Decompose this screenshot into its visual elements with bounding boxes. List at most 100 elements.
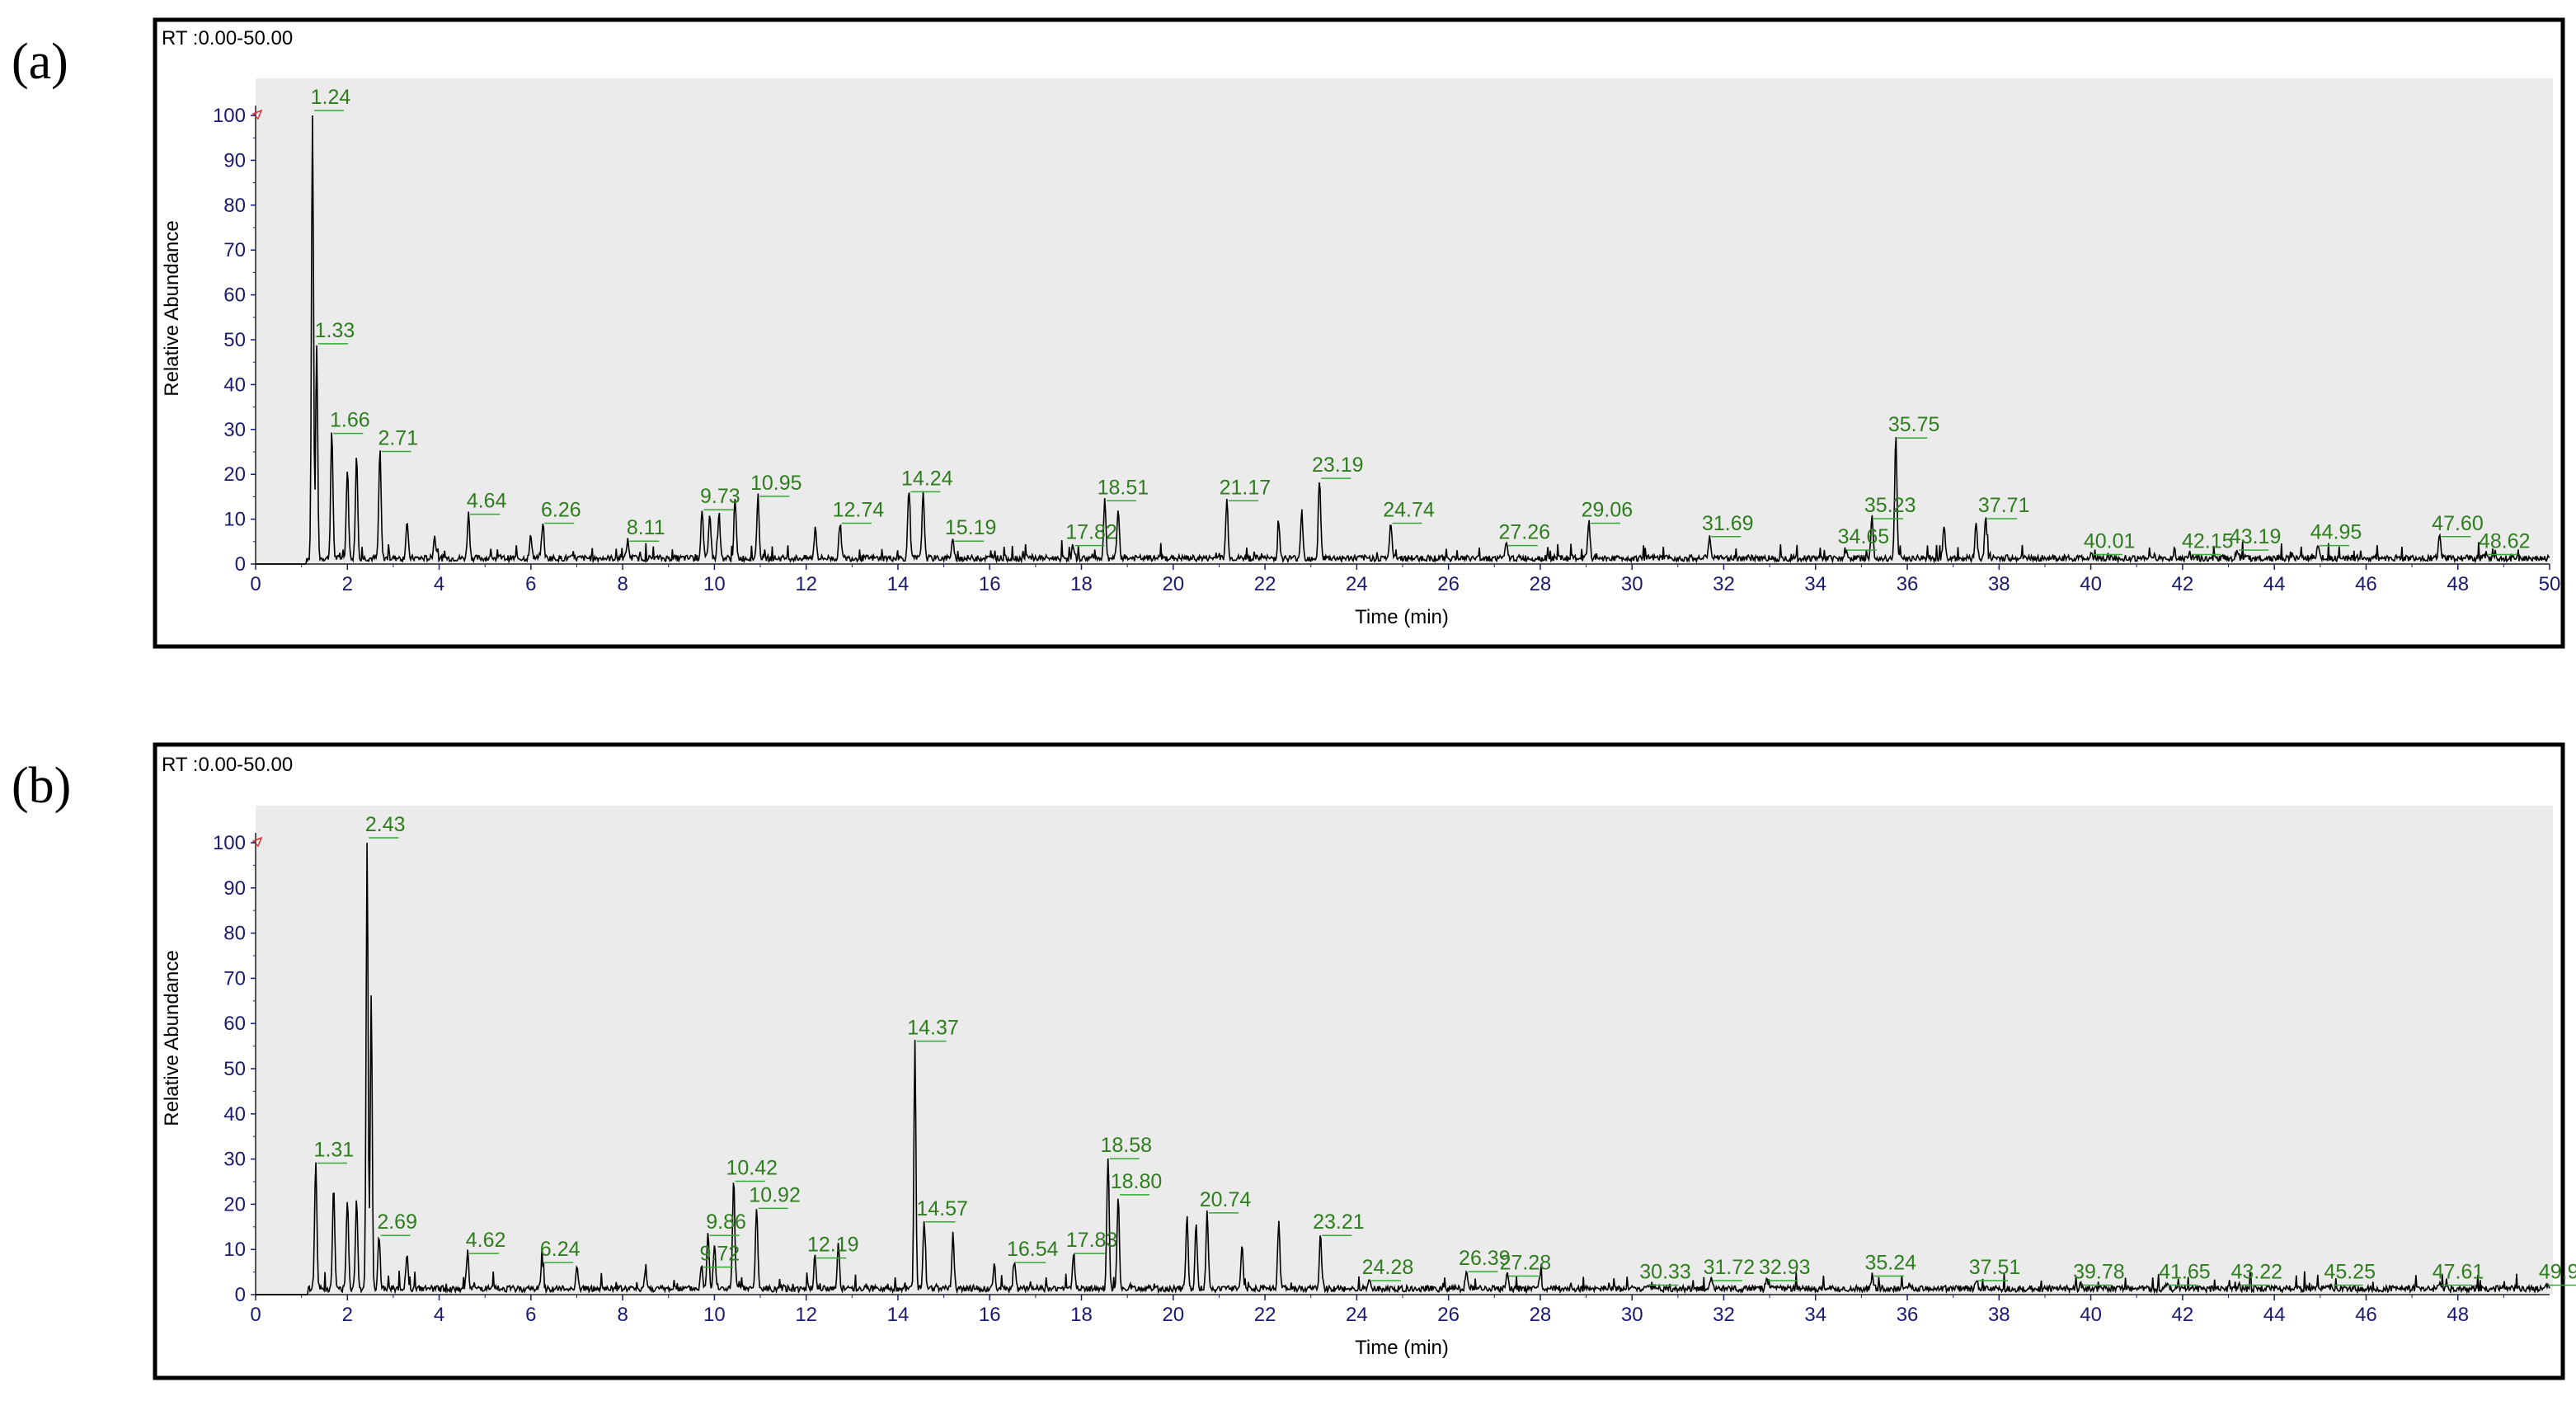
x-tick-label: 8 bbox=[617, 573, 628, 595]
x-tick-label: 38 bbox=[1988, 573, 2010, 595]
y-tick-label: 70 bbox=[223, 239, 246, 261]
y-tick-label: 0 bbox=[235, 1284, 246, 1306]
peak-label: 27.26 bbox=[1498, 521, 1550, 544]
y-tick-label: 60 bbox=[223, 1013, 246, 1035]
peak-label: 47.60 bbox=[2432, 512, 2484, 535]
x-tick-label: 18 bbox=[1070, 573, 1093, 595]
x-tick-label: 8 bbox=[617, 1304, 628, 1326]
peak-label: 18.58 bbox=[1101, 1134, 1153, 1157]
panel-a-plot-area bbox=[256, 78, 2553, 564]
y-tick-label: 50 bbox=[223, 329, 246, 351]
x-tick-label: 32 bbox=[1713, 1304, 1735, 1326]
x-tick-label: 36 bbox=[1897, 573, 1919, 595]
peak-label: 24.28 bbox=[1362, 1256, 1414, 1279]
peak-label: 9.72 bbox=[699, 1243, 740, 1266]
x-tick-label: 26 bbox=[1437, 573, 1460, 595]
x-tick-label: 12 bbox=[795, 1304, 817, 1326]
peak-label: 23.19 bbox=[1312, 454, 1364, 477]
x-tick-label: 48 bbox=[2447, 573, 2469, 595]
x-tick-label: 40 bbox=[2080, 573, 2102, 595]
x-tick-label: 38 bbox=[1988, 1304, 2010, 1326]
x-tick-label: 12 bbox=[795, 573, 817, 595]
y-tick-label: 80 bbox=[223, 923, 246, 945]
peak-label: 2.71 bbox=[378, 426, 418, 449]
y-tick-label: 90 bbox=[223, 149, 246, 172]
y-tick-label: 90 bbox=[223, 877, 246, 900]
peak-label: 23.21 bbox=[1313, 1211, 1365, 1234]
x-tick-label: 14 bbox=[887, 1304, 910, 1326]
peak-label: 14.37 bbox=[907, 1017, 959, 1040]
peak-label: 6.24 bbox=[540, 1238, 581, 1261]
peak-label: 15.19 bbox=[945, 516, 997, 539]
peak-label: 10.42 bbox=[726, 1156, 778, 1179]
x-tick-label: 16 bbox=[979, 1304, 1001, 1326]
panel-a-xlabel: Time (min) bbox=[1355, 606, 1449, 628]
peak-label: 35.23 bbox=[1864, 494, 1916, 517]
x-tick-label: 30 bbox=[1621, 1304, 1643, 1326]
x-tick-label: 24 bbox=[1346, 573, 1368, 595]
peak-label: 2.69 bbox=[377, 1211, 417, 1234]
peak-label: 37.71 bbox=[1978, 494, 2030, 517]
peak-label: 6.26 bbox=[541, 498, 581, 521]
peak-label: 43.22 bbox=[2230, 1261, 2282, 1284]
peak-label: 45.25 bbox=[2324, 1261, 2376, 1284]
x-tick-label: 10 bbox=[703, 573, 726, 595]
x-tick-label: 40 bbox=[2080, 1304, 2102, 1326]
x-tick-label: 4 bbox=[434, 1304, 444, 1326]
y-tick-label: 60 bbox=[223, 284, 246, 307]
peak-label: 20.74 bbox=[1200, 1188, 1252, 1211]
x-tick-label: 20 bbox=[1162, 573, 1184, 595]
peak-label: 4.62 bbox=[466, 1229, 506, 1252]
peak-label: 35.24 bbox=[1864, 1252, 1916, 1275]
y-tick-label: 10 bbox=[223, 509, 246, 531]
y-tick-label: 30 bbox=[223, 1149, 246, 1171]
x-tick-label: 42 bbox=[2172, 573, 2194, 595]
peak-label: 14.57 bbox=[916, 1197, 968, 1220]
peak-label: 21.17 bbox=[1220, 476, 1272, 499]
peak-label: 9.86 bbox=[706, 1211, 746, 1234]
x-tick-label: 30 bbox=[1621, 573, 1643, 595]
x-tick-label: 44 bbox=[2263, 573, 2286, 595]
peak-label: 43.19 bbox=[2230, 525, 2282, 548]
panel-b-peak-labels: 1.31 2.43 2.69 4.62 6.24 9.72 9.86 10.42 10.92 12… bbox=[314, 813, 2576, 1286]
peak-label: 4.64 bbox=[467, 490, 507, 513]
y-tick-label: 40 bbox=[223, 374, 246, 396]
x-tick-label: 32 bbox=[1713, 573, 1735, 595]
x-tick-label: 4 bbox=[434, 573, 444, 595]
x-tick-label: 28 bbox=[1530, 573, 1552, 595]
peak-label: 35.75 bbox=[1888, 413, 1940, 436]
peak-label: 8.11 bbox=[627, 516, 665, 539]
panel-label-b: (b) bbox=[12, 758, 72, 814]
x-tick-label: 16 bbox=[979, 573, 1001, 595]
x-tick-label: 2 bbox=[342, 1304, 353, 1326]
x-tick-label: 10 bbox=[703, 1304, 726, 1326]
peak-label: 1.66 bbox=[330, 409, 370, 432]
x-tick-label: 34 bbox=[1804, 573, 1826, 595]
x-tick-label: 50 bbox=[2539, 573, 2561, 595]
x-tick-label: 6 bbox=[525, 573, 536, 595]
peak-label: 48.62 bbox=[2479, 530, 2531, 553]
peak-label: 2.43 bbox=[365, 813, 406, 836]
y-tick-label: 10 bbox=[223, 1239, 246, 1261]
peak-label: 12.19 bbox=[807, 1234, 859, 1257]
peak-label: 10.92 bbox=[749, 1183, 801, 1206]
x-tick-label: 28 bbox=[1530, 1304, 1552, 1326]
peak-label: 9.73 bbox=[700, 485, 740, 508]
peak-label: 18.51 bbox=[1098, 476, 1149, 499]
panel-b-xlabel: Time (min) bbox=[1355, 1337, 1449, 1359]
y-tick-label: 50 bbox=[223, 1058, 246, 1080]
peak-label: 17.82 bbox=[1065, 521, 1117, 544]
x-tick-label: 44 bbox=[2263, 1304, 2286, 1326]
panel-a-frame bbox=[153, 17, 2565, 649]
y-tick-label: 80 bbox=[223, 195, 246, 217]
y-tick-label: 20 bbox=[223, 463, 246, 486]
peak-label: 17.83 bbox=[1066, 1229, 1118, 1252]
x-tick-label: 0 bbox=[250, 1304, 261, 1326]
peak-label: 30.33 bbox=[1639, 1261, 1691, 1284]
peak-label: 44.95 bbox=[2310, 521, 2362, 544]
panel-b-ylabel: Relative Abundance bbox=[161, 950, 183, 1126]
x-tick-label: 14 bbox=[887, 573, 910, 595]
peak-label: 24.74 bbox=[1383, 498, 1435, 521]
